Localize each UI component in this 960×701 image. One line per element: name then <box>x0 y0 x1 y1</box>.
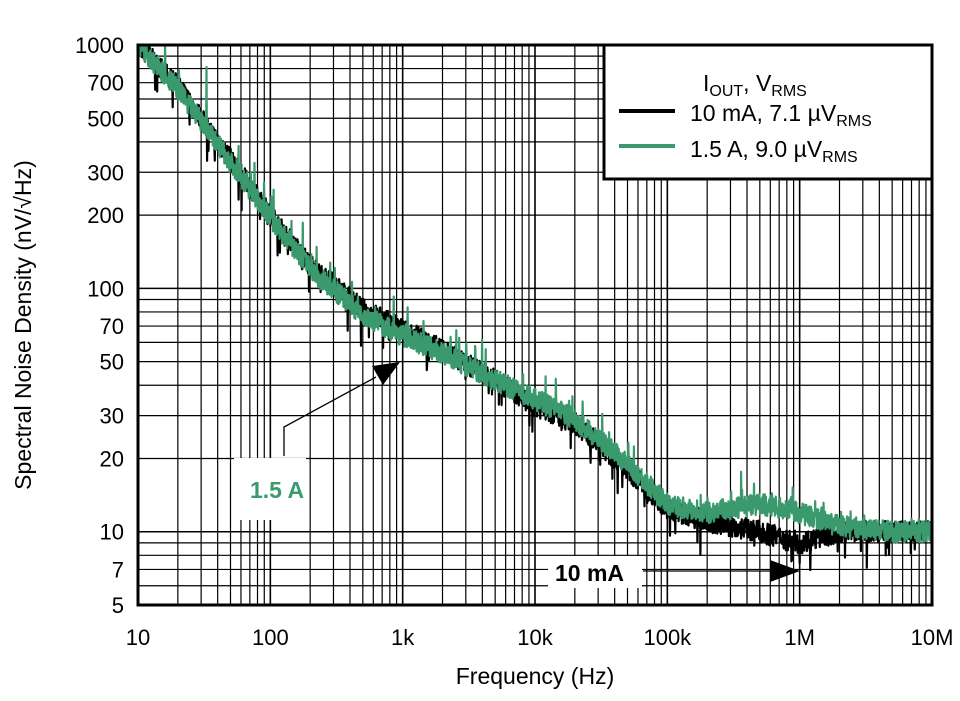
annotation-10ma: 10 mA <box>548 556 800 588</box>
annotation-label: 1.5 A <box>250 477 304 503</box>
x-tick-label: 1M <box>784 625 815 650</box>
y-tick-label: 1000 <box>75 33 124 58</box>
annotation-1p5a: 1.5 A <box>234 362 400 520</box>
arrowhead <box>372 362 400 385</box>
x-tick-label: 10 <box>126 625 150 650</box>
x-tick-label: 100k <box>643 625 692 650</box>
annotation-leader-line <box>283 376 377 456</box>
series-line-1p5a <box>136 43 934 544</box>
legend-title: IOUT, VRMS <box>703 70 807 100</box>
y-tick-label: 50 <box>100 350 124 375</box>
arrowhead <box>770 560 800 582</box>
y-tick-label: 5 <box>112 593 124 618</box>
x-tick-label: 10k <box>517 625 553 650</box>
tick-labels: 10 100 1k 10k 100k 1M 10M 1000 700 500 300 200 100 70… <box>75 33 953 650</box>
annotation-label: 10 mA <box>555 560 624 586</box>
y-tick-label: 20 <box>100 446 124 471</box>
y-tick-label: 700 <box>87 71 124 96</box>
y-tick-label: 7 <box>112 557 124 582</box>
y-tick-label: 300 <box>87 160 124 185</box>
legend-entry-10ma: 10 mA, 7.1 µVRMS <box>690 100 872 130</box>
y-tick-label: 30 <box>100 404 124 429</box>
x-tick-label: 100 <box>252 625 289 650</box>
x-tick-label: 1k <box>391 625 415 650</box>
y-tick-label: 500 <box>87 106 124 131</box>
plot-frame <box>136 43 934 607</box>
legend-entry-1p5a: 1.5 A, 9.0 µVRMS <box>690 136 858 166</box>
traces <box>136 43 934 572</box>
y-tick-label: 200 <box>87 203 124 228</box>
y-axis-label: Spectral Noise Density (nV/√Hz) <box>10 160 36 490</box>
x-axis-label: Frequency (Hz) <box>456 663 614 689</box>
x-tick-label: 10M <box>911 625 954 650</box>
y-tick-label: 100 <box>87 276 124 301</box>
y-tick-label: 10 <box>100 520 124 545</box>
y-tick-label: 70 <box>100 314 124 339</box>
legend: IOUT, VRMS 10 mA, 7.1 µVRMS 1.5 A, 9.0 µ… <box>602 43 934 181</box>
